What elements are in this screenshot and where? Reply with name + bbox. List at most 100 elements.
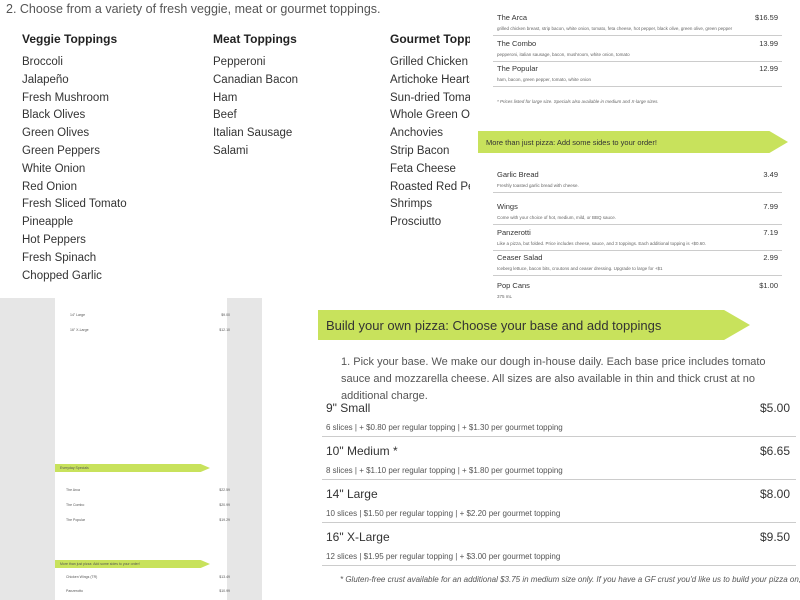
- build-panel: Build your own pizza: Choose your base a…: [318, 298, 800, 600]
- divider: [493, 275, 782, 276]
- topping-item: Chopped Garlic: [22, 269, 102, 282]
- topping-item: Shrimps: [390, 198, 433, 211]
- topping-item: Black Olives: [22, 109, 86, 122]
- banner-text: More than just pizza: Add some sides to …: [486, 138, 657, 147]
- size-price: $5.00: [759, 401, 790, 415]
- size-detail: 6 slices | + $0.80 per regular topping |…: [326, 423, 563, 432]
- toppings-panel: 2. Choose from a variety of fresh veggie…: [0, 0, 470, 295]
- item-name: The Arca: [497, 13, 528, 22]
- intro: 1. Pick your base. We make our dough in-…: [341, 356, 766, 402]
- item-name: Wings: [497, 202, 518, 211]
- row-price: $22.59: [219, 488, 230, 492]
- item-name: Pop Cans: [497, 281, 530, 290]
- row-name: 14" Large: [70, 313, 86, 317]
- topping-item: Canadian Bacon: [213, 73, 299, 86]
- column-title: Veggie Toppings: [22, 32, 118, 46]
- item-description: Come with your choice of hot, medium, mi…: [497, 215, 617, 220]
- topping-item: Anchovies: [390, 127, 444, 140]
- heading: 2. Choose from a variety of fresh veggie…: [6, 2, 381, 16]
- size-name: 10" Medium *: [326, 444, 398, 458]
- specials-note: * Prices listed for large size. Specials…: [497, 99, 659, 104]
- size-name: 14" Large: [326, 487, 378, 501]
- row-price: $13.49: [219, 575, 230, 579]
- row-price: $20.99: [219, 503, 230, 507]
- row-price: $10.99: [219, 589, 230, 593]
- banner-text: More than just pizza: Add some sides to …: [60, 562, 140, 566]
- item-description: ham, bacon, green pepper, tomato, white …: [497, 77, 592, 82]
- topping-item: Broccoli: [22, 56, 63, 68]
- divider: [493, 61, 782, 62]
- topping-item: Red Onion: [22, 180, 77, 193]
- topping-item: Strip Bacon: [390, 145, 450, 157]
- topping-item: Artichoke Hearts: [390, 73, 470, 86]
- row-price: $19.29: [219, 518, 230, 522]
- row-name: The Popular: [66, 518, 86, 522]
- column-title: Meat Toppings: [213, 32, 297, 46]
- row-price: $12.10: [219, 328, 230, 332]
- column-title: Gourmet Toppings: [390, 32, 470, 46]
- item-price: $16.59: [755, 13, 778, 22]
- topping-item: White Onion: [22, 162, 86, 175]
- divider: [322, 436, 796, 437]
- item-price: 2.99: [763, 253, 778, 262]
- size-price: $8.00: [759, 487, 790, 501]
- item-name: Ceaser Salad: [497, 253, 543, 262]
- topping-item: Pepperoni: [213, 56, 266, 68]
- divider: [493, 224, 782, 225]
- topping-item: Beef: [213, 109, 237, 122]
- topping-item: Pineapple: [22, 216, 74, 229]
- topping-item: Fresh Mushroom: [22, 91, 109, 104]
- item-name: Garlic Bread: [497, 170, 539, 179]
- row-name: The Combo: [66, 503, 85, 507]
- divider: [493, 250, 782, 251]
- topping-item: Grilled Chicken Breast: [390, 56, 470, 68]
- sides-banner: [478, 131, 788, 153]
- topping-item: Green Peppers: [22, 145, 100, 157]
- divider: [322, 522, 796, 523]
- divider: [493, 86, 782, 87]
- row-price: $9.00: [221, 313, 230, 317]
- topping-item: Prosciutto: [390, 216, 442, 229]
- topping-item: Sun-dried Tomatoes: [390, 91, 470, 104]
- thumb-banner: [55, 464, 210, 472]
- item-name: The Combo: [497, 39, 537, 48]
- row-name: 16" X-Large: [70, 328, 89, 332]
- topping-item: Salami: [213, 145, 249, 157]
- size-price: $6.65: [759, 444, 790, 458]
- item-description: Like a pizza, but folded. Price includes…: [497, 241, 707, 246]
- thumbnail-page: [55, 298, 227, 600]
- topping-item: Ham: [213, 91, 238, 104]
- item-price: 7.99: [763, 202, 778, 211]
- size-price: $9.50: [759, 530, 790, 544]
- item-price: $1.00: [759, 281, 778, 290]
- build-note: * Gluten-free crust available for an add…: [340, 575, 800, 584]
- item-description: 375 mL: [497, 294, 513, 299]
- thumbnail-panel: 14" Large $9.00 16" X-Large $12.10 Everyday …: [0, 298, 262, 600]
- item-description: pepperoni, italian sausage, bacon, mushr…: [497, 52, 630, 57]
- size-detail: 12 slices | $1.95 per regular topping | …: [326, 552, 561, 561]
- banner-text: Build your own pizza: Choose your base a…: [326, 318, 662, 333]
- row-name: Chicken Wings (TR): [66, 575, 98, 579]
- topping-item: Jalapeño: [22, 73, 69, 86]
- item-name: Panzerotti: [497, 228, 531, 237]
- size-name: 16" X-Large: [326, 530, 390, 544]
- thumb-banner: [55, 560, 210, 568]
- topping-item: Fresh Spinach: [22, 251, 97, 264]
- size-detail: 8 slices | + $1.10 per regular topping |…: [326, 466, 563, 475]
- topping-item: Feta Cheese: [390, 162, 456, 175]
- item-price: 7.19: [763, 228, 778, 237]
- topping-item: Hot Peppers: [22, 234, 86, 246]
- topping-item: Fresh Sliced Tomato: [22, 198, 127, 211]
- divider: [322, 479, 796, 480]
- item-description: Freshly toasted garlic bread with cheese…: [497, 183, 579, 188]
- topping-item: Italian Sausage: [213, 127, 293, 140]
- size-detail: 10 slices | $1.50 per regular topping | …: [326, 509, 561, 518]
- item-price: 13.99: [759, 39, 778, 48]
- topping-item: Whole Green Olives: [390, 109, 470, 122]
- item-price: 3.49: [763, 170, 778, 179]
- item-description: grilled chicken breast, strip bacon, whi…: [497, 26, 733, 31]
- topping-item: Roasted Red Pepper: [390, 180, 470, 193]
- specials-panel: The Arca $16.59 grilled chicken breast, st…: [478, 0, 800, 300]
